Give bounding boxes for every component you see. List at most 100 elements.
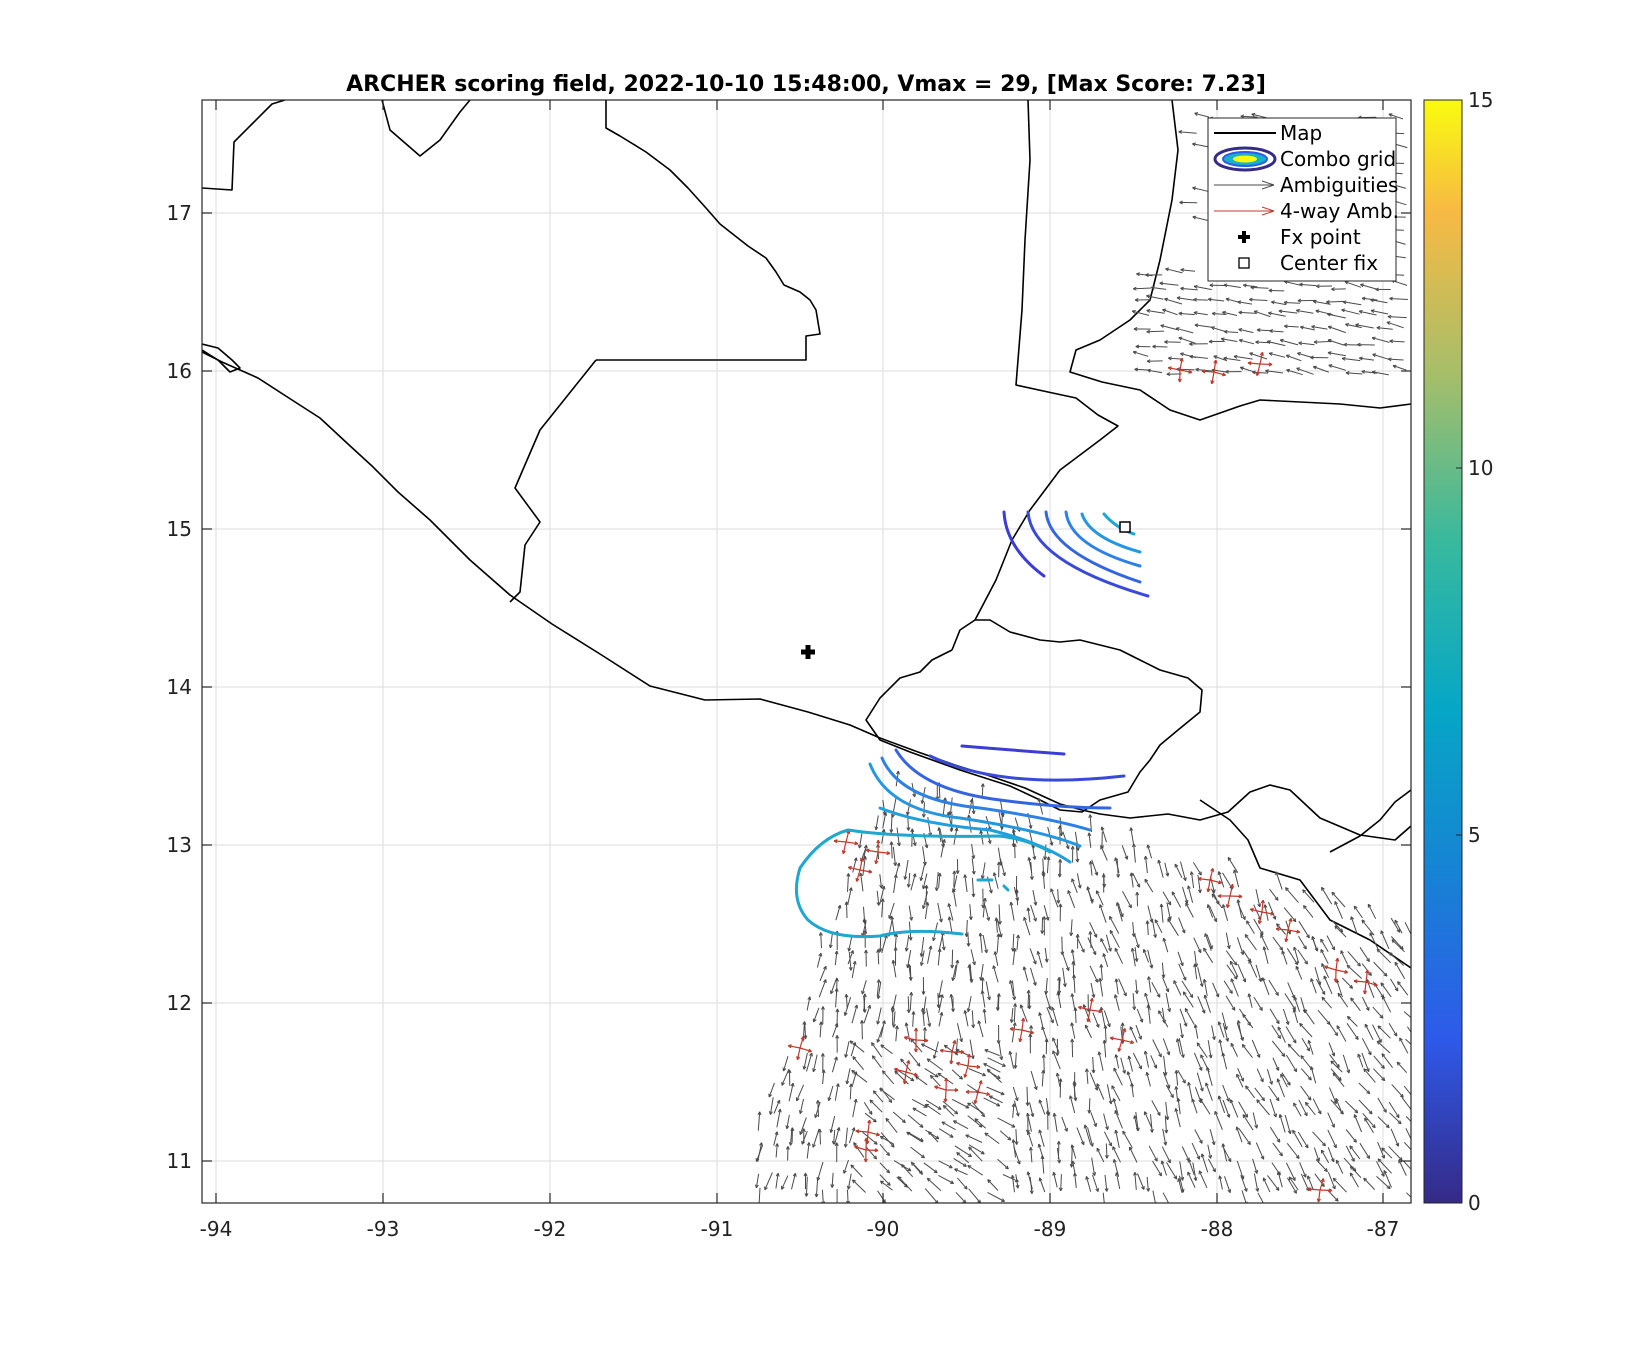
ambiguity-arrow xyxy=(834,950,838,955)
four-way-ambiguity-arrow xyxy=(1307,1188,1312,1192)
ambiguity-arrow xyxy=(1194,1024,1199,1039)
four-way-ambiguity-arrow xyxy=(894,1068,898,1072)
ambiguity-arrow xyxy=(890,829,894,833)
ambiguity-arrow xyxy=(1012,948,1016,966)
ambiguity-arrow xyxy=(920,936,925,957)
ambiguity-arrow xyxy=(865,1146,877,1160)
legend-label-map: Map xyxy=(1280,121,1322,145)
ambiguity-arrow xyxy=(937,1073,941,1077)
ambiguity-arrow xyxy=(1161,1160,1168,1176)
four-way-ambiguity-arrow xyxy=(894,1068,907,1073)
ambiguity-arrow xyxy=(973,855,976,859)
ambiguity-arrow xyxy=(928,945,932,950)
ambiguity-arrow xyxy=(951,888,954,893)
four-way-ambiguity-arrow xyxy=(1319,1189,1333,1192)
ambiguity-arrow xyxy=(1271,1080,1273,1085)
ambiguity-arrow xyxy=(1013,1003,1016,1023)
ambiguity-arrow xyxy=(1233,869,1240,888)
ambiguity-arrow xyxy=(852,1056,865,1071)
ambiguity-arrow xyxy=(880,1132,895,1148)
ambiguity-arrow xyxy=(1053,1171,1058,1188)
ambiguity-arrow xyxy=(1377,1025,1391,1039)
ambiguity-arrow xyxy=(773,1131,778,1146)
ambiguity-arrow xyxy=(997,847,1002,866)
ambiguity-arrow xyxy=(982,1008,985,1013)
ambiguity-arrow xyxy=(1133,843,1136,863)
ambiguity-arrow xyxy=(1165,268,1183,274)
ambiguity-arrow xyxy=(1284,325,1299,328)
ambiguity-arrow xyxy=(938,994,943,1013)
ambiguity-arrow xyxy=(996,861,1000,866)
ambiguity-arrow xyxy=(1297,352,1301,356)
ambiguity-arrow xyxy=(897,1176,913,1192)
ambiguity-arrow xyxy=(1208,298,1225,302)
ambiguity-arrow xyxy=(852,1179,855,1184)
ambiguity-arrow xyxy=(1152,1190,1156,1203)
ambiguity-arrow xyxy=(1269,1098,1277,1118)
ambiguity-arrow xyxy=(1012,1139,1016,1158)
ambiguity-arrow xyxy=(807,996,811,1000)
four-way-ambiguity-arrow xyxy=(1089,997,1093,1002)
ambiguity-arrow xyxy=(908,827,911,831)
ambiguity-arrow xyxy=(891,960,894,964)
ambiguity-arrow xyxy=(1182,991,1185,996)
ambiguity-arrow xyxy=(989,1095,1003,1104)
ambiguity-arrow xyxy=(1146,920,1149,936)
ambiguity-arrow xyxy=(1271,301,1287,306)
four-way-ambiguity-arrow xyxy=(1213,359,1217,364)
ambiguity-arrow xyxy=(1361,371,1365,374)
ambiguity-arrow xyxy=(922,891,929,909)
legend-label-ambiguities: Ambiguities xyxy=(1280,173,1398,197)
ambiguity-arrow xyxy=(1281,950,1288,965)
ambiguity-arrow xyxy=(835,1083,839,1087)
ambiguity-arrow xyxy=(1287,982,1296,999)
ambiguity-arrow xyxy=(1276,1171,1279,1176)
ambiguity-arrow xyxy=(1348,1069,1351,1074)
four-way-ambiguity-arrow xyxy=(1353,980,1367,983)
ambiguity-arrow xyxy=(1105,934,1112,952)
ambiguity-arrow xyxy=(1269,330,1273,334)
ambiguity-arrow xyxy=(1047,916,1050,921)
ambiguity-arrow xyxy=(922,1154,925,1159)
ambiguity-arrow xyxy=(1027,1131,1029,1136)
ambiguity-arrow xyxy=(1364,1117,1374,1134)
ambiguity-arrow xyxy=(1151,1100,1161,1116)
ambiguity-arrow xyxy=(1067,890,1076,909)
ambiguity-arrow xyxy=(1014,1052,1017,1069)
ambiguity-arrow xyxy=(1209,1129,1215,1145)
ambiguity-arrow xyxy=(806,1142,810,1159)
ambiguity-arrow xyxy=(936,871,939,891)
ambiguity-arrow xyxy=(1168,357,1172,361)
ambiguity-arrow xyxy=(867,1004,871,1009)
ambiguity-arrow xyxy=(846,1080,850,1085)
ambiguity-arrow xyxy=(813,1019,817,1023)
ambiguity-arrow xyxy=(1317,1009,1331,1025)
ambiguity-arrow xyxy=(819,1129,821,1145)
four-way-ambiguity-arrow xyxy=(854,841,859,845)
ambiguity-arrow xyxy=(1297,1131,1309,1149)
four-way-ambiguity-arrow xyxy=(1256,372,1260,376)
ambiguity-arrow xyxy=(1387,316,1392,319)
ambiguity-arrow xyxy=(897,1176,900,1181)
ambiguity-arrow xyxy=(1251,1039,1261,1058)
ambiguity-arrow xyxy=(893,874,897,878)
ambiguity-arrow xyxy=(790,1142,793,1146)
ambiguity-arrow xyxy=(1281,946,1284,951)
ambiguity-arrow xyxy=(1355,1138,1357,1143)
ambiguity-arrow xyxy=(1237,301,1241,305)
ambiguity-arrow xyxy=(1102,1040,1105,1044)
ambiguity-arrow xyxy=(836,1127,840,1131)
ambiguity-arrow xyxy=(967,1102,970,1107)
ambiguity-arrow xyxy=(908,1051,921,1067)
ambiguity-arrow xyxy=(1222,1084,1230,1102)
ambiguity-arrow xyxy=(1151,964,1154,969)
ambiguity-arrow xyxy=(1071,993,1076,1010)
ambiguity-arrow xyxy=(1155,934,1157,938)
ambiguity-arrow xyxy=(1032,890,1037,906)
ambiguity-arrow xyxy=(1179,1023,1183,1038)
coastlines xyxy=(202,100,1411,969)
ambiguity-arrow xyxy=(1372,354,1376,358)
ambiguity-arrow xyxy=(1061,832,1064,836)
ambiguity-arrow xyxy=(1389,340,1394,344)
ambiguity-arrow xyxy=(1017,897,1020,901)
